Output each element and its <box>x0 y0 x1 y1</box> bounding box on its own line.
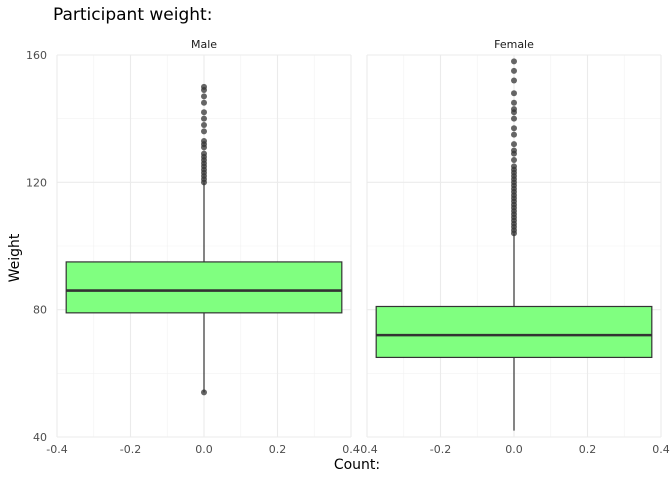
outlier-point <box>201 122 207 129</box>
outlier-point <box>511 163 517 170</box>
outlier-point <box>511 131 517 138</box>
outlier-point <box>511 106 517 113</box>
outlier-point <box>511 141 517 148</box>
outlier-point <box>201 83 207 90</box>
facet-label: Female <box>494 38 534 51</box>
x-tick-label: -0.4 <box>46 443 67 456</box>
facet-panel-female: Female -0.4 -0.2 0.0 0.2 0.4 <box>356 38 669 456</box>
y-tick-label: 40 <box>33 431 47 444</box>
outlier-point <box>201 389 207 396</box>
outlier-point <box>201 115 207 122</box>
outlier-point <box>511 58 517 65</box>
y-tick-label: 160 <box>26 49 47 62</box>
outlier-point <box>511 125 517 132</box>
outlier-point <box>201 150 207 157</box>
outlier-point <box>511 67 517 74</box>
facet-panel-male: Male -0.4 -0.2 0.0 0.2 0.4 40 80 120 160 <box>26 38 360 456</box>
y-tick-label: 80 <box>33 304 47 317</box>
chart-title: Participant weight: <box>53 5 212 25</box>
x-tick-label: 0.2 <box>579 443 597 456</box>
box <box>65 261 343 314</box>
outlier-point <box>511 99 517 106</box>
x-tick-label: 0.2 <box>269 443 287 456</box>
x-tick-label: -0.2 <box>120 443 141 456</box>
x-tick-label: -0.2 <box>430 443 451 456</box>
outlier-point <box>201 137 207 144</box>
x-tick-label: 0.0 <box>505 443 523 456</box>
outlier-point <box>201 109 207 116</box>
facet-label: Male <box>191 38 217 51</box>
outlier-point <box>201 93 207 100</box>
x-axis-title: Count: <box>334 457 380 473</box>
plot-area: Male -0.4 -0.2 0.0 0.2 0.4 40 80 120 160 Female -0.… <box>26 38 670 456</box>
x-tick-label: 0.4 <box>652 443 670 456</box>
box <box>375 305 653 359</box>
x-tick-label: 0.0 <box>195 443 213 456</box>
outlier-point <box>511 90 517 97</box>
outlier-point <box>511 157 517 164</box>
outlier-point <box>511 115 517 122</box>
outlier-point <box>511 147 517 154</box>
outlier-point <box>201 128 207 135</box>
x-tick-label: -0.4 <box>356 443 377 456</box>
outlier-point <box>511 77 517 84</box>
y-tick-label: 120 <box>26 176 47 189</box>
outlier-point <box>201 99 207 106</box>
x-tick-label: 0.4 <box>342 443 360 456</box>
y-axis-title: Weight <box>7 233 23 282</box>
